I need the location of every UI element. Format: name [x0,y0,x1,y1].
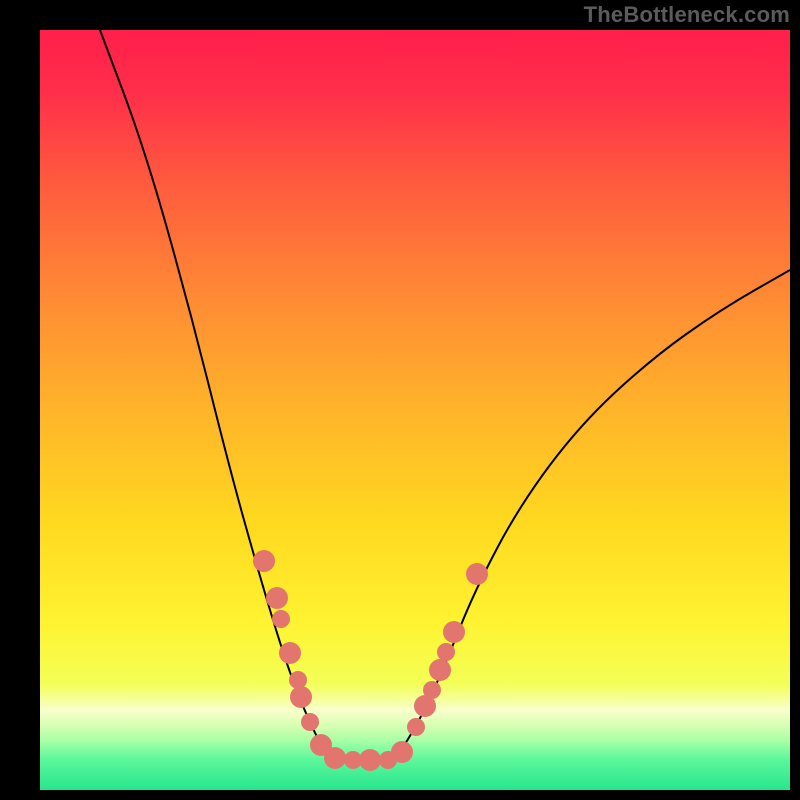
curve-marker [437,643,455,661]
curve-marker [324,747,346,769]
curve-marker [423,681,441,699]
curve-marker [289,671,307,689]
curve-marker [407,718,425,736]
curve-marker [301,713,319,731]
curve-marker [429,659,451,681]
watermark-text: TheBottleneck.com [584,2,790,28]
curve-marker [279,642,301,664]
curve-marker [391,741,413,763]
curve-marker [290,686,312,708]
curve-marker [359,749,381,771]
curve-marker [443,621,465,643]
curve-marker [253,550,275,572]
curve-marker [466,563,488,585]
curve-marker [272,610,290,628]
curve-marker [266,587,288,609]
plot-gradient-background [40,30,790,790]
chart-container: TheBottleneck.com [0,0,800,800]
bottleneck-chart [0,0,800,800]
